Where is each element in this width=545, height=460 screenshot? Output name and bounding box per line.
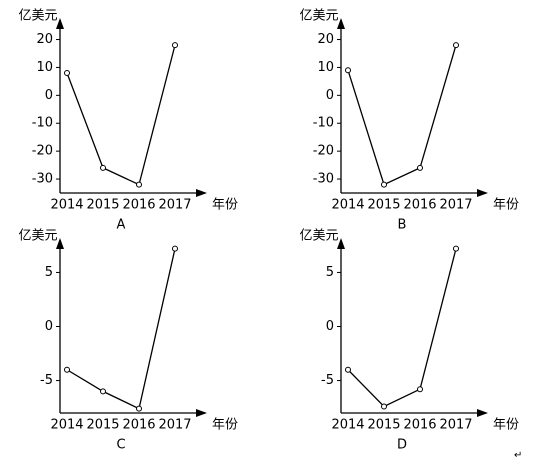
y-axis-arrow	[56, 238, 64, 249]
x-tick-label: 2016	[122, 418, 155, 433]
y-tick-label: 0	[45, 88, 53, 103]
y-tick-label: -30	[32, 172, 53, 187]
x-axis-label: 年份	[212, 418, 238, 433]
data-line	[66, 248, 176, 410]
return-mark: ↵	[514, 450, 522, 460]
data-point	[417, 164, 423, 171]
y-tick-label: -5	[321, 373, 334, 388]
x-tick-label: 2014	[331, 418, 364, 433]
y-axis-arrow	[337, 18, 345, 29]
x-tick-label: 2017	[158, 198, 191, 213]
data-point	[64, 70, 70, 77]
x-tick-label: 2014	[331, 198, 364, 213]
x-tick-label: 2016	[403, 198, 436, 213]
x-axis-label: 年份	[493, 418, 519, 433]
y-tick-label: 20	[317, 32, 334, 47]
data-line	[66, 44, 176, 186]
chart-caption: D	[397, 438, 407, 453]
y-tick-label: -30	[313, 172, 334, 187]
x-tick-label: 2015	[367, 198, 400, 213]
y-tick-label: 0	[326, 319, 334, 334]
y-axis-arrow	[56, 18, 64, 29]
y-tick-label: 10	[36, 60, 53, 75]
x-tick-label: 2017	[439, 418, 472, 433]
y-tick-label: -10	[313, 116, 334, 131]
y-tick-label: 5	[45, 265, 53, 280]
x-tick-label: 2016	[122, 198, 155, 213]
data-line	[347, 44, 457, 186]
chart-caption: B	[398, 218, 407, 233]
y-tick-label: -10	[32, 116, 53, 131]
y-axis-label: 亿美元	[18, 229, 57, 244]
y-tick-label: -20	[32, 144, 53, 159]
y-tick-label: 20	[36, 32, 53, 47]
y-axis-arrow	[337, 238, 345, 249]
x-tick-label: 2017	[158, 418, 191, 433]
y-tick-label: 5	[326, 265, 334, 280]
y-tick-label: 0	[326, 88, 334, 103]
x-axis-arrow	[196, 189, 207, 197]
y-tick-label: 0	[45, 319, 53, 334]
y-tick-label: -5	[40, 373, 53, 388]
y-axis-label: 亿美元	[299, 229, 338, 244]
y-axis-label: 亿美元	[18, 9, 57, 24]
x-tick-label: 2017	[439, 198, 472, 213]
data-point	[381, 181, 387, 188]
chart-caption: C	[116, 438, 125, 453]
data-line	[347, 248, 457, 408]
x-tick-label: 2015	[86, 198, 119, 213]
data-point	[345, 366, 351, 373]
x-tick-label: 2016	[403, 418, 436, 433]
data-point	[172, 245, 178, 252]
x-axis-label: 年份	[493, 198, 519, 213]
y-tick-label: -20	[313, 144, 334, 159]
y-tick-label: 10	[317, 60, 334, 75]
x-tick-label: 2014	[50, 418, 83, 433]
data-point	[136, 405, 142, 412]
y-axis-label: 亿美元	[299, 9, 338, 24]
data-point	[64, 366, 70, 373]
x-tick-label: 2015	[86, 418, 119, 433]
x-axis-arrow	[477, 409, 488, 417]
data-point	[345, 67, 351, 74]
chart-caption: A	[117, 218, 126, 233]
x-axis-arrow	[477, 189, 488, 197]
x-tick-label: 2015	[367, 418, 400, 433]
x-axis-arrow	[196, 409, 207, 417]
data-point	[172, 42, 178, 49]
x-tick-label: 2014	[50, 198, 83, 213]
data-point	[381, 403, 387, 410]
data-point	[453, 42, 459, 49]
data-point	[453, 245, 459, 252]
data-point	[417, 386, 423, 393]
data-point	[100, 164, 106, 171]
x-axis-label: 年份	[212, 198, 238, 213]
data-point	[100, 388, 106, 395]
data-point	[136, 181, 142, 188]
